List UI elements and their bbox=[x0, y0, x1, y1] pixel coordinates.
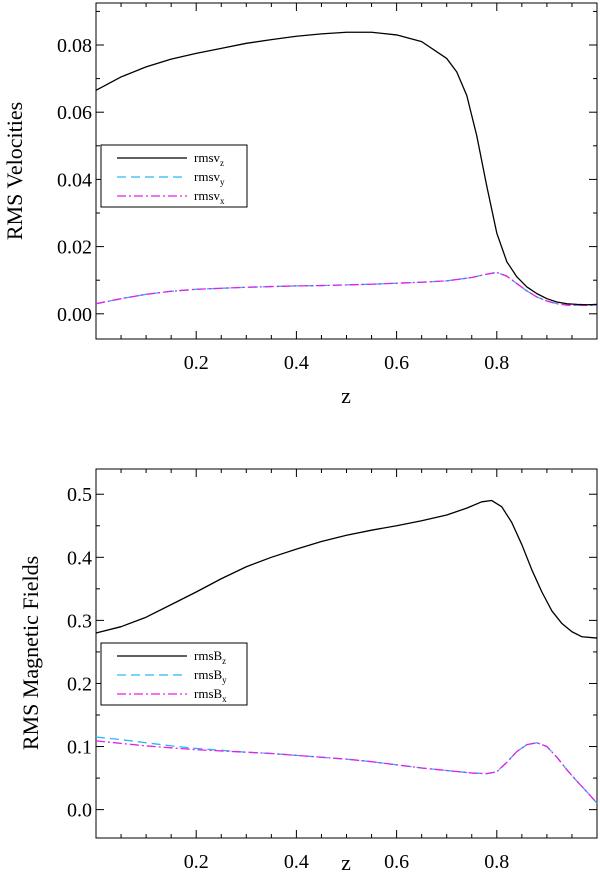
magnetic-ticks bbox=[96, 469, 597, 838]
velocity-x-axis-title: z bbox=[341, 383, 351, 408]
velocity-series-line-z bbox=[95, 31, 598, 306]
legend-subscript: y bbox=[222, 675, 227, 685]
magnetic-legend: rmsBz rmsBy rmsBx bbox=[100, 642, 248, 706]
velocity-legend-label-x: rmsvx bbox=[194, 188, 225, 206]
magnetic-y-tick-label: 0.2 bbox=[67, 673, 92, 695]
velocity-x-tick-label: 0.4 bbox=[284, 352, 309, 374]
magnetic-legend-label-z: rmsBz bbox=[194, 648, 226, 666]
legend-subscript: z bbox=[220, 158, 224, 168]
velocity-y-tick-label: 0.06 bbox=[57, 102, 92, 124]
legend-subscript: z bbox=[222, 656, 226, 666]
magnetic-series-line-y bbox=[95, 736, 598, 804]
velocity-x-tick-label: 0.2 bbox=[184, 352, 209, 374]
legend-subscript: x bbox=[222, 694, 227, 704]
velocity-y-tick-label: 0.08 bbox=[57, 35, 92, 57]
velocity-panel: 0.00 0.02 0.04 0.06 0.08 0.2 0.4 0.6 0.8… bbox=[2, 2, 598, 408]
velocity-y-axis-title: RMS Velocities bbox=[2, 102, 27, 240]
velocity-x-tick-label: 0.6 bbox=[384, 352, 409, 374]
velocity-legend-label-z: rmsvz bbox=[194, 150, 224, 168]
magnetic-series bbox=[95, 499, 598, 804]
velocity-legend-label-y: rmsvy bbox=[194, 169, 225, 187]
velocity-y-tick-label: 0.02 bbox=[57, 237, 92, 259]
velocity-tick-labels: 0.00 0.02 0.04 0.06 0.08 0.2 0.4 0.6 0.8 bbox=[57, 35, 509, 374]
magnetic-y-tick-label: 0.1 bbox=[67, 737, 92, 759]
magnetic-y-axis-title: RMS Magnetic Fields bbox=[18, 556, 43, 750]
legend-name: rmsv bbox=[194, 169, 221, 184]
velocity-ticks bbox=[96, 3, 597, 339]
magnetic-y-tick-label: 0.5 bbox=[67, 484, 92, 506]
magnetic-y-tick-label: 0.3 bbox=[67, 610, 92, 632]
magnetic-series-line-z bbox=[95, 499, 598, 639]
magnetic-x-axis-title: z bbox=[341, 850, 351, 875]
magnetic-x-tick-label: 0.8 bbox=[484, 851, 509, 873]
velocity-x-tick-label: 0.8 bbox=[484, 352, 509, 374]
velocity-legend-box bbox=[100, 144, 248, 208]
velocity-legend: rmsvz rmsvy rmsvx bbox=[100, 144, 248, 208]
magnetic-y-tick-label: 0.0 bbox=[67, 800, 92, 822]
magnetic-x-tick-label: 0.2 bbox=[184, 851, 209, 873]
velocity-series-line-y bbox=[95, 271, 598, 307]
legend-name: rmsv bbox=[194, 188, 221, 203]
magnetic-y-tick-label: 0.4 bbox=[67, 547, 92, 569]
magnetic-legend-label-x: rmsBx bbox=[194, 686, 227, 704]
magnetic-legend-label-y: rmsBy bbox=[194, 667, 227, 685]
magnetic-panel: 0.0 0.1 0.2 0.3 0.4 0.5 0.2 0.4 0.6 0.8 … bbox=[18, 468, 598, 875]
velocity-series-line-x bbox=[95, 271, 598, 307]
legend-name: rmsB bbox=[194, 648, 223, 663]
legend-subscript: x bbox=[220, 196, 225, 206]
magnetic-x-tick-label: 0.4 bbox=[284, 851, 309, 873]
magnetic-legend-box bbox=[100, 642, 248, 706]
legend-subscript: y bbox=[220, 177, 225, 187]
magnetic-tick-labels: 0.0 0.1 0.2 0.3 0.4 0.5 0.2 0.4 0.6 0.8 bbox=[67, 484, 509, 873]
velocity-y-tick-label: 0.04 bbox=[57, 169, 92, 191]
legend-name: rmsB bbox=[194, 686, 223, 701]
magnetic-x-tick-label: 0.6 bbox=[384, 851, 409, 873]
velocity-series bbox=[95, 31, 598, 307]
legend-name: rmsB bbox=[194, 667, 223, 682]
velocity-y-tick-label: 0.00 bbox=[57, 304, 92, 326]
magnetic-series-line-x bbox=[95, 740, 598, 804]
legend-name: rmsv bbox=[194, 150, 221, 165]
